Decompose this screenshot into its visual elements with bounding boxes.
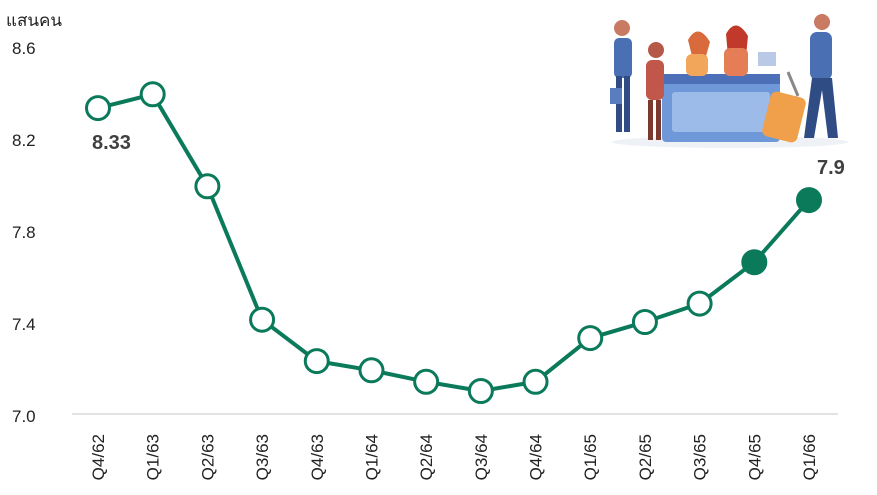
data-point [522,368,549,395]
x-tick-label: Q4/62 [89,434,108,480]
x-tick-label: Q4/63 [308,434,327,480]
x-tick-label: Q2/65 [636,434,655,480]
data-point [413,368,440,395]
y-axis-unit-label: แสนคน [6,11,62,31]
y-tick-label: 8.6 [12,39,36,58]
x-tick-label: Q3/65 [691,434,710,480]
data-point [741,249,768,276]
x-tick-label: Q1/63 [144,434,163,480]
data-label-last: 7.9 [817,157,845,179]
y-tick-label: 7.8 [12,223,36,242]
data-point [686,290,713,317]
data-point [85,95,111,122]
x-tick-label: Q2/64 [417,434,436,480]
data-point [358,357,385,384]
x-tick-label: Q1/64 [362,434,381,480]
x-tick-label: Q1/66 [800,434,819,480]
data-point [139,81,166,108]
data-point [631,309,658,335]
x-tick-label: Q4/64 [527,434,546,480]
x-tick-label: Q4/65 [745,434,764,480]
x-tick-label: Q2/63 [198,434,217,480]
y-tick-label: 8.2 [12,131,36,150]
y-tick-labels: 7.0 7.4 7.8 8.2 8.6 [12,39,36,426]
x-tick-labels: Q4/62 Q1/63 Q2/63 Q3/63 Q4/63 Q1/64 Q2/64 Q3/64… [89,434,819,480]
x-tick-label: Q3/64 [472,434,491,480]
x-tick-label: Q1/65 [581,434,600,480]
airport-checkin-illustration-icon [610,14,848,148]
data-point [194,173,221,200]
data-point [249,306,276,333]
y-tick-label: 7.4 [12,315,36,334]
data-point [467,378,494,404]
data-point [577,325,604,352]
y-tick-label: 7.0 [12,407,36,426]
data-point [303,348,330,375]
x-tick-label: Q3/63 [253,434,272,480]
data-point-markers [85,81,822,404]
data-point [796,187,822,214]
data-label-first: 8.33 [92,132,131,154]
